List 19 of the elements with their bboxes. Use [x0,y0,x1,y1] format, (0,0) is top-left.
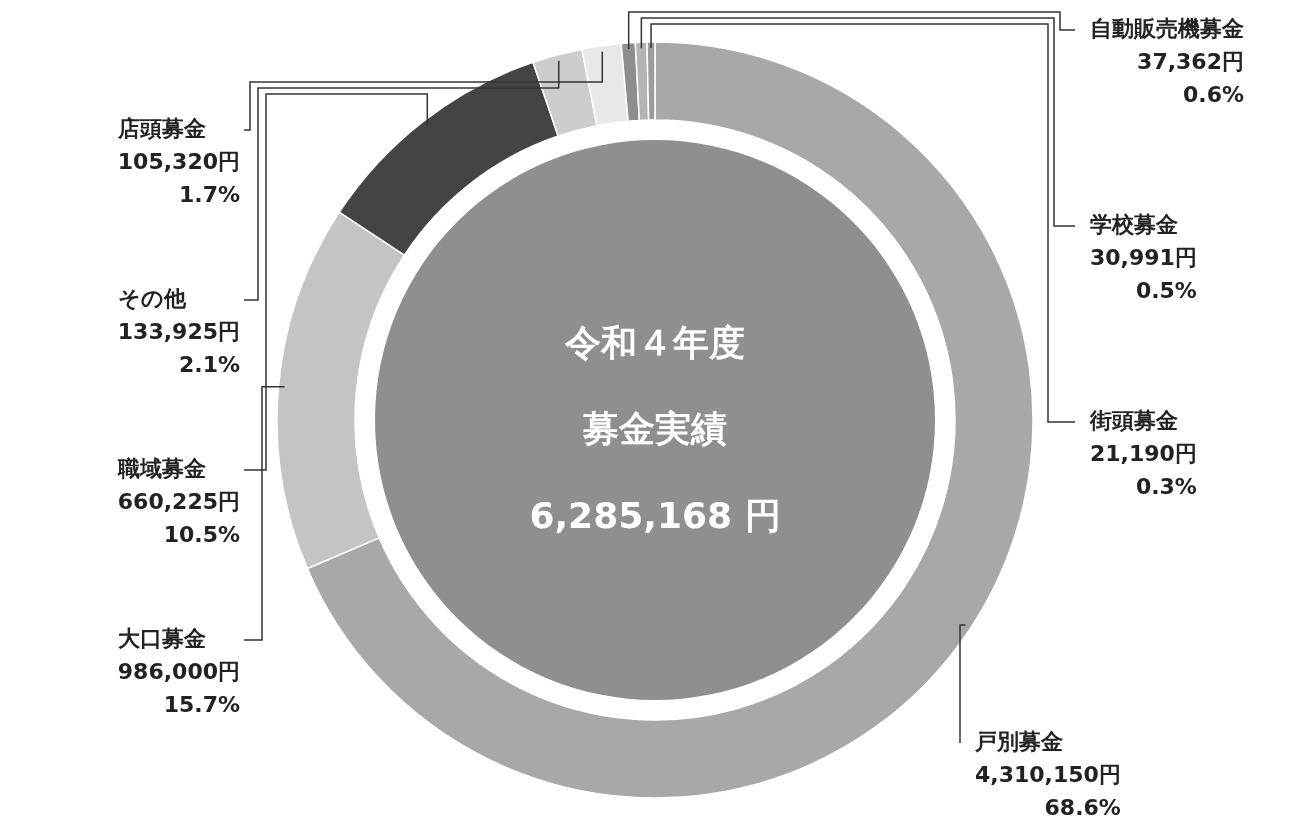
text: 令和４年度 [564,321,746,365]
text: 6,285,168 円 [528,493,782,538]
slice-label: 学校募金 [1090,212,1178,237]
data-label: 105,320円 1.7% [117,148,240,209]
slice-label: 大口募金 [117,626,206,651]
data-label: 4,310,150円 68.6% [975,761,1121,822]
text: 募金実績 [582,407,728,452]
data-label: 986,000円 15.7% [117,658,240,719]
data-label: 30,991円 0.5% [1090,244,1197,305]
data-label: 37,362円 0.6% [1136,48,1244,109]
slice-label: その他 [117,286,186,311]
slice-label: 店頭募金 [117,116,206,141]
slice-label: 戸別募金 [975,729,1063,754]
slice-label: 職域募金 [117,456,206,481]
data-label: 133,925円 2.1% [117,318,240,379]
data-label: 21,190円 0.3% [1090,440,1197,501]
data-label: 660,225円 10.5% [117,488,240,549]
slice-label: 自動販売機募金 [1090,16,1244,41]
slice-label: 街頭募金 [1090,408,1178,433]
